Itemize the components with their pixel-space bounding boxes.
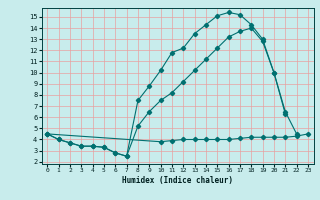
X-axis label: Humidex (Indice chaleur): Humidex (Indice chaleur) — [122, 176, 233, 185]
